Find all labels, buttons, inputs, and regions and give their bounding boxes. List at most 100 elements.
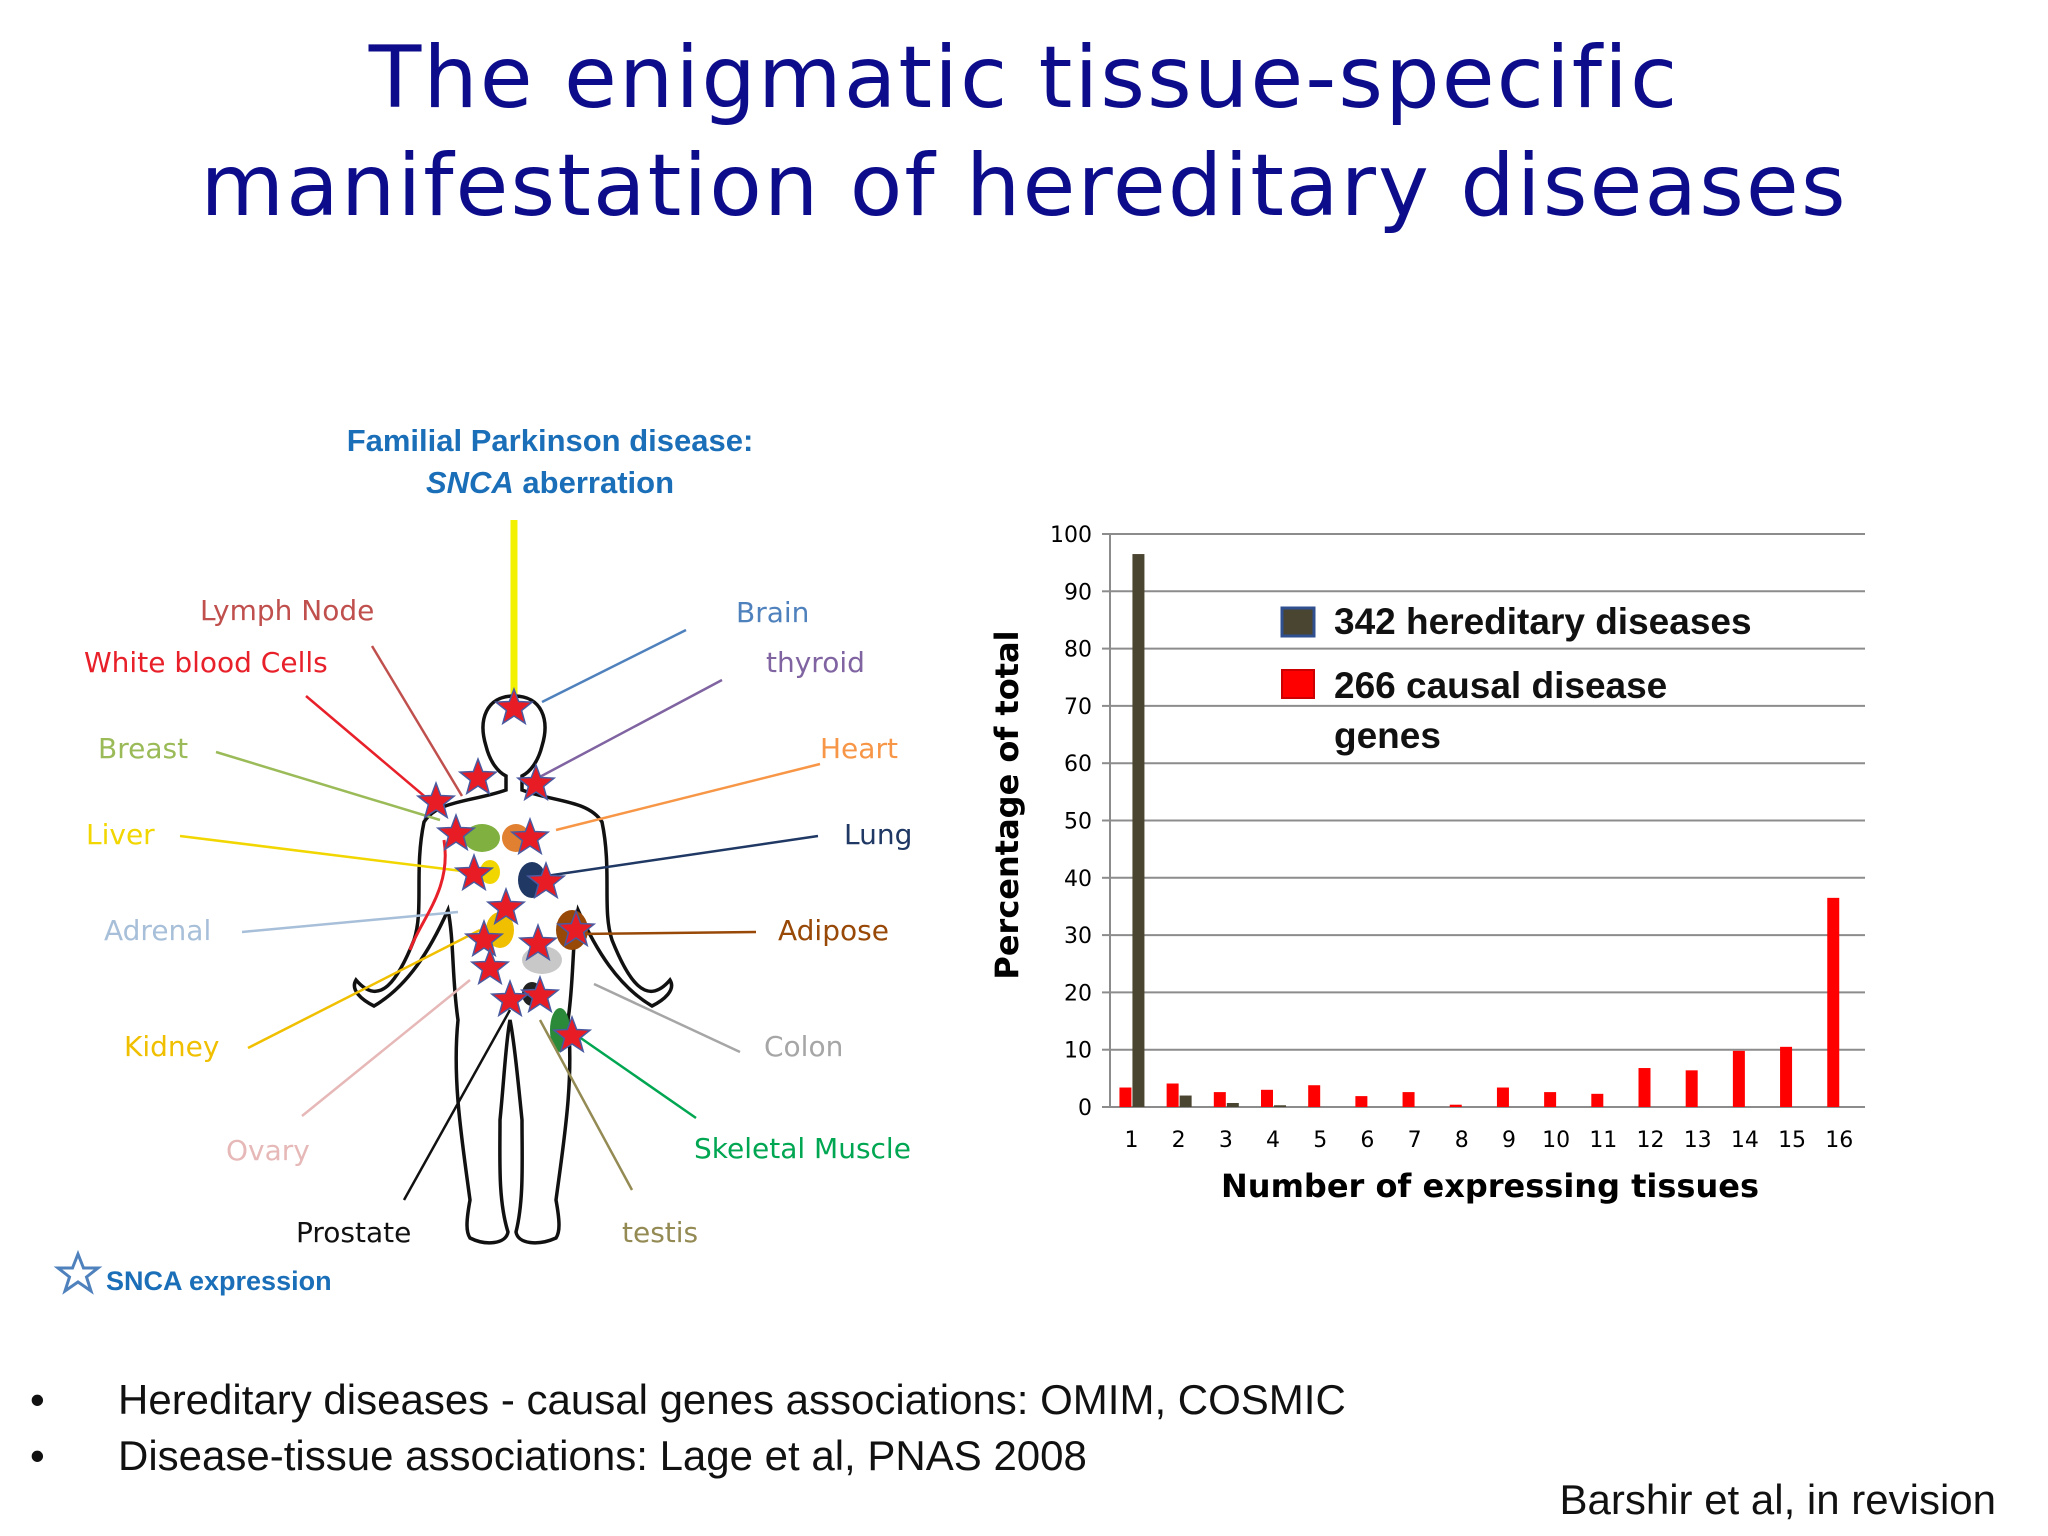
x-tick-label-10: 10 [1542,1128,1570,1153]
pointer-line-10 [593,982,741,1054]
bar-hereditary-2 [1179,1095,1192,1107]
tissue-label-white-blood-cells: White blood Cells [84,646,328,679]
human-outline [352,694,674,1245]
bar-genes-8 [1449,1104,1462,1107]
legend-label-genes-line2: genes [1334,715,1441,756]
chart-x-ticks: 1 2 3 4 5 6 7 8 9 10 11 12 13 14 15 16 [1124,1128,1853,1153]
caption-line-2: SNCA aberration [300,462,800,504]
x-tick-label-9: 9 [1502,1128,1516,1153]
y-tick-label-100: 100 [1050,523,1092,548]
pointer-line-5 [247,928,481,1050]
snca-legend-text: SNCA expression [106,1266,332,1296]
bar-genes-16 [1827,897,1840,1107]
chart-y-label: Percentage of total [988,630,1026,979]
chart-legend: 342 hereditary diseases 266 causal disea… [1280,601,1752,756]
legend-label-genes-line1: 266 causal disease [1334,665,1667,706]
tissue-label-adipose: Adipose [778,914,889,947]
caption-line-1: Familial Parkinson disease: [346,423,754,458]
bar-genes-9 [1496,1087,1509,1107]
bar-genes-11 [1591,1093,1604,1107]
pointer-line-11 [573,930,757,936]
x-tick-label-16: 16 [1825,1128,1853,1153]
x-tick-label-5: 5 [1313,1128,1327,1153]
pointer-line-4 [241,910,459,934]
tissue-label-brain: Brain [736,596,809,629]
snca-expression-stars [415,686,597,1054]
bar-hereditary-4 [1274,1105,1286,1107]
pointer-line-2 [215,750,441,822]
y-tick-label-50: 50 [1064,810,1092,835]
tissue-pointer-lines [179,628,821,1201]
snca-star-0 [493,686,535,726]
snca-star-15 [551,1014,593,1054]
wbc-pointer-curve [408,839,447,951]
bullet-symbol: • [30,1376,45,1423]
snca-star-9 [463,918,505,958]
tissue-label-testis: testis [622,1216,698,1249]
pointer-line-9 [571,1030,697,1120]
snca-star-10 [517,922,559,962]
citation: Barshir et al, in revision [1559,1476,1996,1523]
x-tick-label-8: 8 [1455,1128,1469,1153]
snca-star-6 [453,852,495,892]
caption-rest: aberration [513,465,675,500]
bullet-text-2: Disease-tissue associations: Lage et al,… [118,1432,1087,1479]
y-tick-label-20: 20 [1064,981,1092,1006]
x-tick-label-12: 12 [1637,1128,1665,1153]
legend-swatch-genes [1281,669,1315,699]
bar-genes-4 [1261,1089,1273,1107]
x-tick-label-6: 6 [1360,1128,1374,1153]
star-icon [53,1249,103,1295]
bar-genes-13 [1685,1070,1698,1107]
x-tick-label-4: 4 [1266,1128,1280,1153]
legend-label-hereditary: 342 hereditary diseases [1334,601,1752,642]
y-tick-label-30: 30 [1064,924,1092,949]
y-tick-label-90: 90 [1064,580,1092,605]
x-tick-label-11: 11 [1589,1128,1617,1153]
y-tick-label-80: 80 [1064,638,1092,663]
snca-star-12 [469,946,511,986]
tissue-label-ovary: Ovary [226,1134,310,1167]
pointer-line-7 [402,1009,512,1201]
x-tick-label-3: 3 [1219,1128,1233,1153]
y-tick-label-0: 0 [1078,1096,1092,1121]
caption-gene: SNCA [425,465,514,500]
x-tick-label-2: 2 [1172,1128,1186,1153]
bar-genes-12 [1638,1068,1651,1107]
y-tick-label-60: 60 [1064,752,1092,777]
tissue-label-breast: Breast [98,732,188,765]
chart-bars [1119,554,1840,1107]
chart-y-ticks: 0 10 20 30 40 50 60 70 80 90 100 [1050,523,1092,1121]
title-line-2: manifestation of hereditary diseases [200,136,1848,236]
bar-genes-3 [1213,1092,1226,1107]
snca-star-3 [415,780,457,820]
tissue-label-skeletal-muscle: Skeletal Muscle [694,1132,911,1165]
slide-title: The enigmatic tissue-specific manifestat… [0,24,2048,240]
y-tick-label-10: 10 [1064,1039,1092,1064]
pointer-line-0 [370,645,464,797]
bar-genes-6 [1355,1096,1368,1107]
y-tick-label-70: 70 [1064,695,1092,720]
x-tick-label-1: 1 [1124,1128,1138,1153]
snca-star-7 [525,860,567,900]
bullet-text-1: Hereditary diseases - causal genes assoc… [118,1376,1346,1423]
bar-genes-2 [1166,1083,1179,1107]
x-tick-label-13: 13 [1684,1128,1712,1153]
snca-star-5 [509,816,551,856]
snca-star-13 [519,974,561,1014]
bar-hereditary-1 [1132,554,1145,1107]
bar-genes-1 [1119,1087,1132,1107]
snca-star-11 [555,908,597,948]
snca-star-8 [485,886,527,926]
tissue-label-lung: Lung [844,818,912,851]
snca-star-4 [435,812,477,852]
bar-genes-14 [1732,1050,1745,1107]
bullet-item-2: • Disease-tissue associations: Lage et a… [20,1428,1720,1484]
bar-hereditary-3 [1226,1102,1239,1107]
liver-yellow-shape [480,860,500,884]
legend-swatch-hereditary [1280,606,1316,638]
chart-x-label: Number of expressing tissues [1221,1167,1759,1205]
bar-genes-10 [1544,1092,1557,1107]
bar-genes-7 [1402,1092,1415,1107]
